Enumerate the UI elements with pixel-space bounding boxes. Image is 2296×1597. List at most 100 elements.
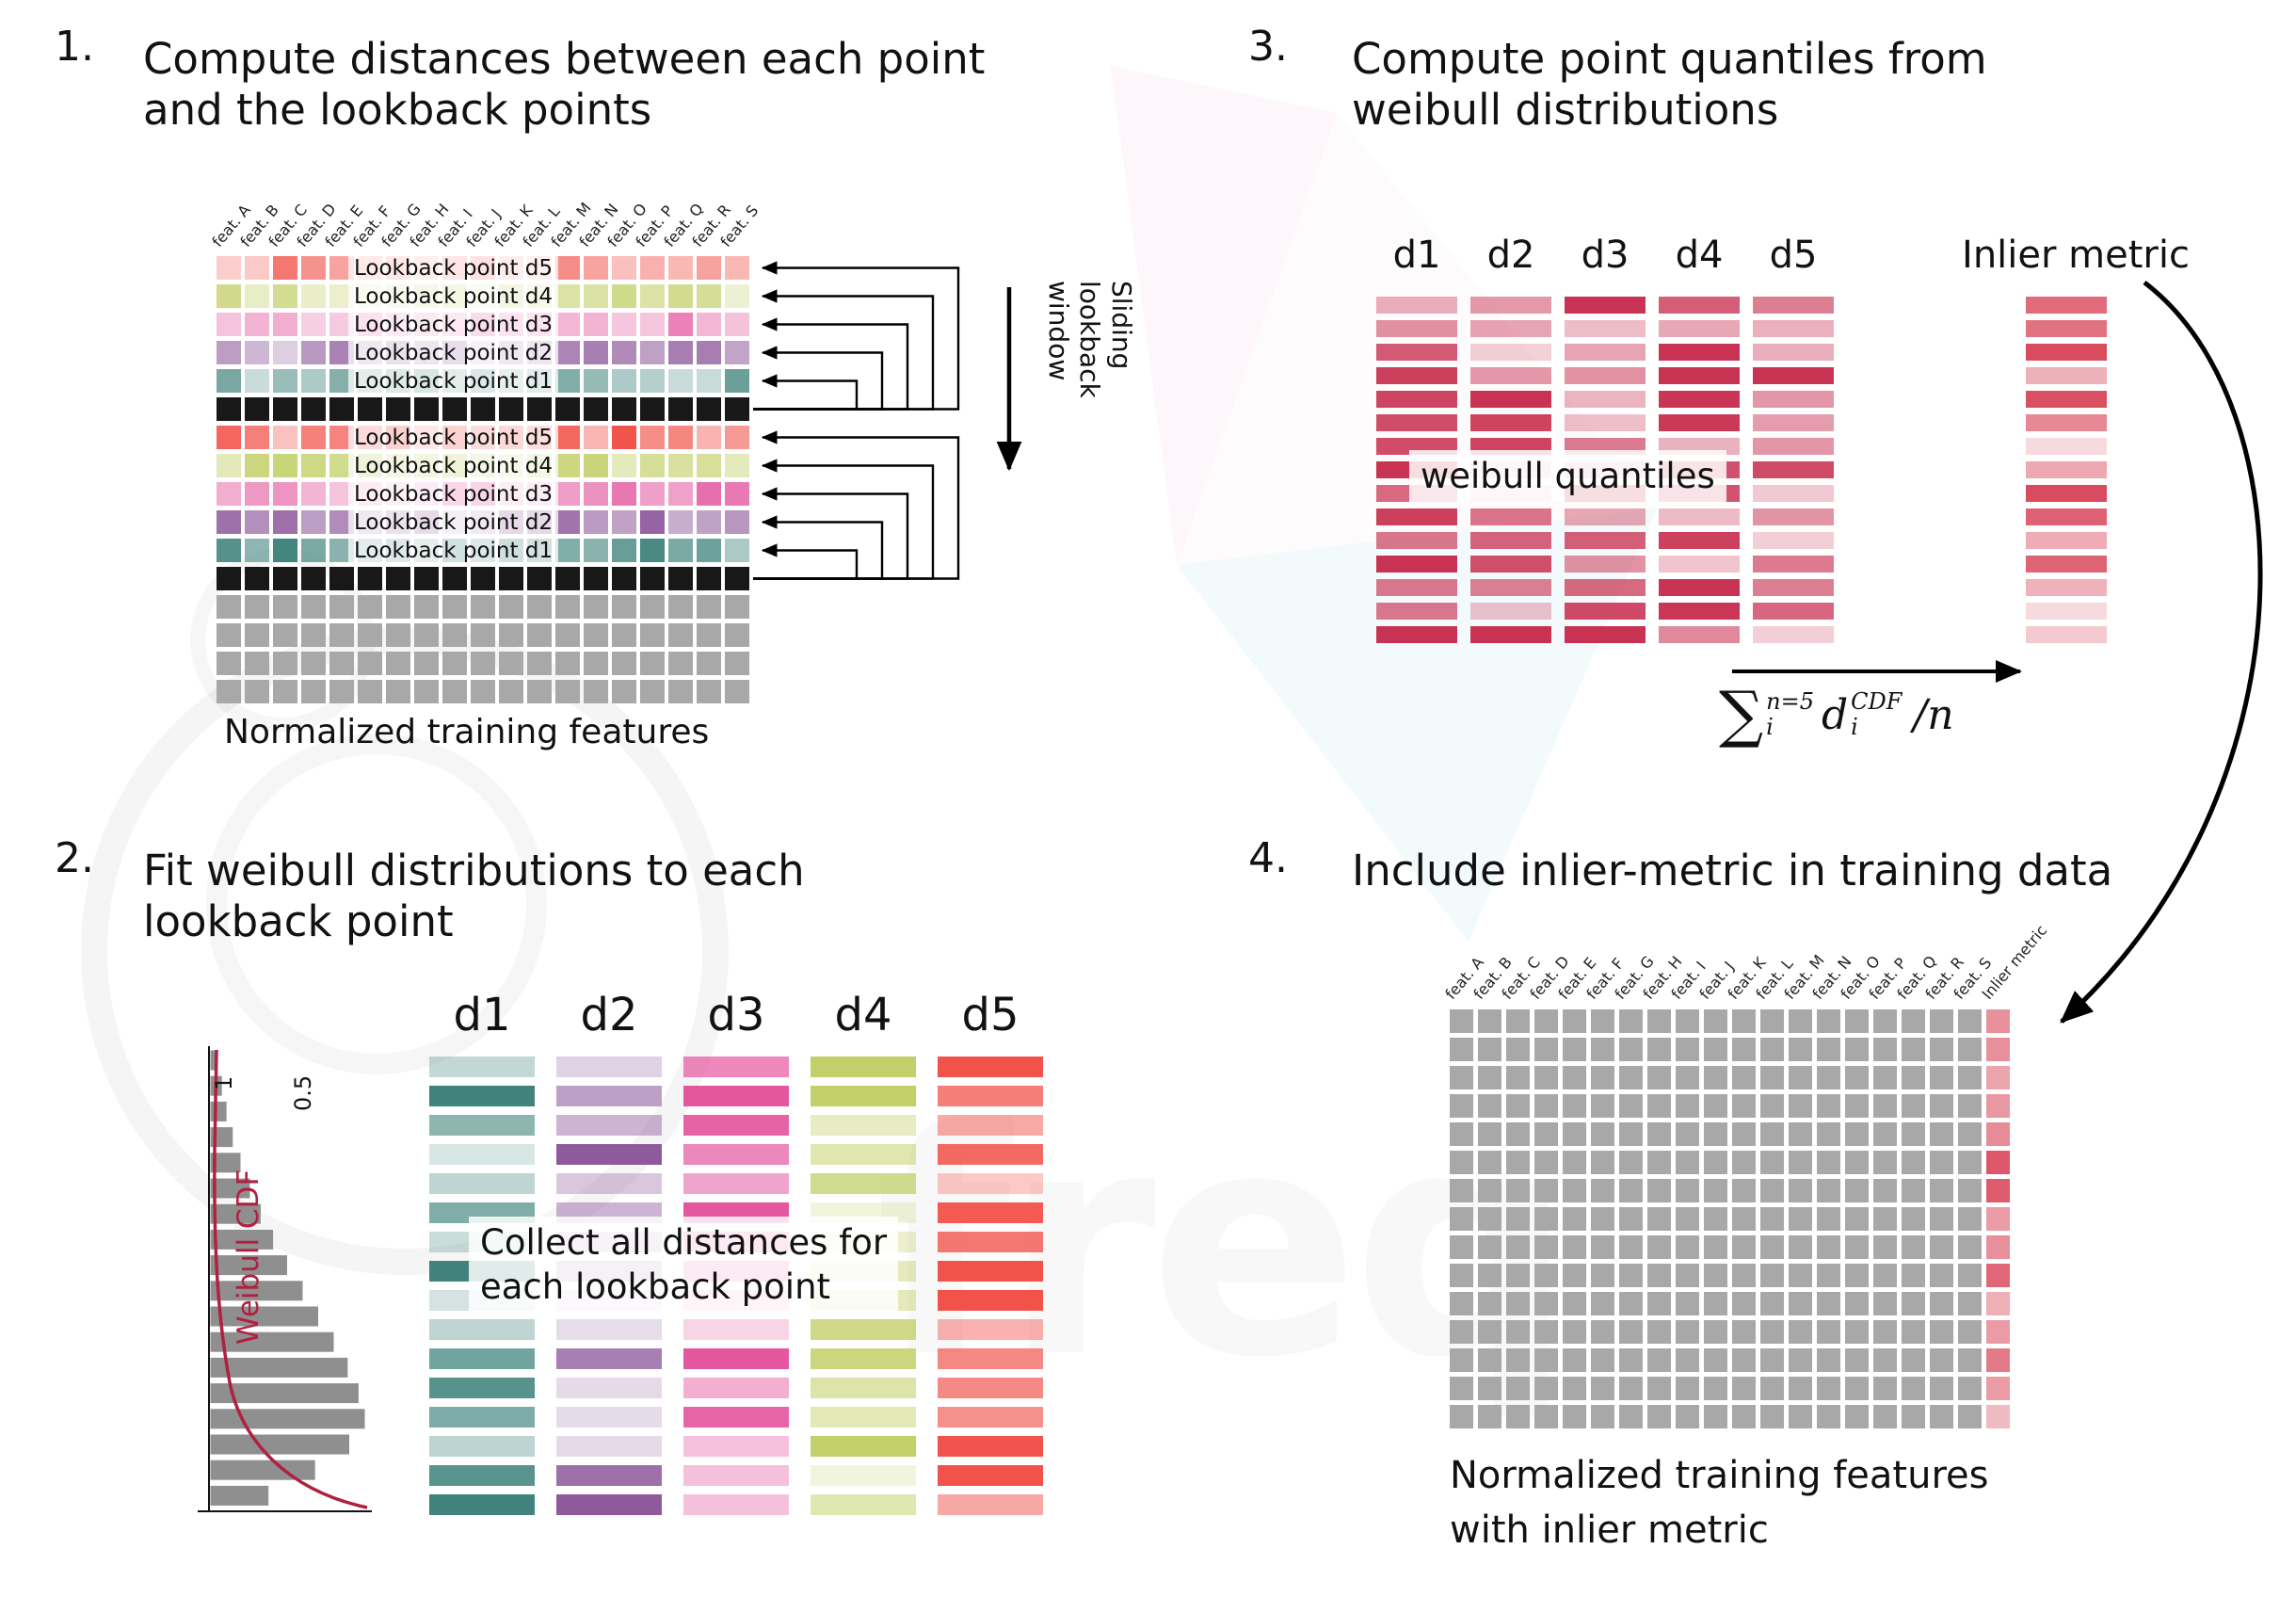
distance-bar bbox=[429, 1436, 535, 1457]
matrix-cell bbox=[386, 623, 410, 647]
matrix-cell bbox=[668, 454, 693, 477]
distance-bar bbox=[1470, 344, 1551, 361]
grid-cell bbox=[1506, 1348, 1530, 1372]
grid-cell bbox=[1506, 1094, 1530, 1118]
grid-cell bbox=[1789, 1179, 1812, 1202]
matrix-cell bbox=[697, 567, 721, 590]
matrix-cell bbox=[725, 510, 749, 534]
distance-bar bbox=[938, 1465, 1043, 1486]
lookback-distances-column bbox=[683, 1057, 789, 1524]
matrix-cell bbox=[329, 567, 354, 590]
grid-cell bbox=[1873, 1292, 1897, 1315]
inlier-cell bbox=[1986, 1207, 2010, 1231]
distance-bar bbox=[1376, 344, 1457, 361]
grid-cell bbox=[1732, 1405, 1756, 1428]
matrix-cell bbox=[612, 539, 636, 562]
grid-cell bbox=[1506, 1122, 1530, 1146]
grid-cell bbox=[1732, 1235, 1756, 1259]
matrix-cell bbox=[668, 256, 693, 280]
column-label: d5 bbox=[1769, 234, 1818, 277]
distance-bar bbox=[938, 1232, 1043, 1252]
matrix-cell bbox=[386, 397, 410, 421]
grid-cell bbox=[1676, 1151, 1699, 1174]
matrix-cell bbox=[725, 397, 749, 421]
step3-title: Compute point quantiles from weibull dis… bbox=[1352, 34, 1987, 135]
grid-cell bbox=[1450, 1264, 1473, 1287]
grid-cell bbox=[1647, 1179, 1671, 1202]
grid-cell bbox=[1676, 1377, 1699, 1400]
distance-bar bbox=[1753, 391, 1834, 408]
grid-cell bbox=[1732, 1179, 1756, 1202]
matrix-cell bbox=[217, 341, 241, 364]
matrix-cell bbox=[640, 623, 665, 647]
grid-cell bbox=[1845, 1094, 1869, 1118]
grid-row bbox=[1450, 1122, 2010, 1146]
matrix-cell bbox=[442, 680, 467, 703]
grid-cell bbox=[1817, 1405, 1840, 1428]
matrix-cell bbox=[329, 680, 354, 703]
matrix-cell bbox=[697, 510, 721, 534]
grid-cell bbox=[1930, 1405, 1953, 1428]
grid-cell bbox=[1760, 1235, 1784, 1259]
matrix-cell bbox=[301, 510, 326, 534]
matrix-cell bbox=[358, 397, 382, 421]
grid-cell bbox=[1478, 1151, 1501, 1174]
grid-cell bbox=[1619, 1122, 1643, 1146]
grid-cell bbox=[1845, 1348, 1869, 1372]
grid-cell bbox=[1845, 1292, 1869, 1315]
matrix-cell bbox=[697, 284, 721, 308]
grid-cell bbox=[1704, 1009, 1727, 1033]
matrix-cell bbox=[245, 567, 269, 590]
grid-cell bbox=[1647, 1292, 1671, 1315]
matrix-cell bbox=[273, 595, 297, 619]
grid-cell bbox=[1563, 1179, 1586, 1202]
grid-cell bbox=[1450, 1066, 1473, 1089]
distance-bar bbox=[683, 1348, 789, 1369]
matrix-cell bbox=[725, 341, 749, 364]
grid-cell bbox=[1450, 1348, 1473, 1372]
column-label: d3 bbox=[707, 989, 765, 1041]
grid-cell bbox=[1732, 1320, 1756, 1344]
distance-bar bbox=[683, 1144, 789, 1165]
column-label: d4 bbox=[1675, 234, 1724, 277]
matrix-cell bbox=[414, 652, 439, 675]
grid-cell bbox=[1930, 1207, 1953, 1231]
matrix-cell bbox=[725, 426, 749, 449]
distance-bar bbox=[1470, 297, 1551, 314]
grid-cell bbox=[1676, 1122, 1699, 1146]
grid-cell bbox=[1902, 1207, 1925, 1231]
matrix-cell bbox=[273, 284, 297, 308]
grid-cell bbox=[1450, 1207, 1473, 1231]
matrix-cell bbox=[386, 595, 410, 619]
matrix-cell bbox=[245, 510, 269, 534]
grid-cell bbox=[1534, 1264, 1558, 1287]
grid-cell bbox=[1647, 1066, 1671, 1089]
distance-bar bbox=[556, 1115, 662, 1136]
matrix-cell bbox=[640, 652, 665, 675]
matrix-cell bbox=[584, 539, 608, 562]
matrix-cell bbox=[612, 510, 636, 534]
grid-cell bbox=[1450, 1038, 1473, 1061]
matrix-cell bbox=[217, 313, 241, 336]
grid-cell bbox=[1873, 1009, 1897, 1033]
grid-cell bbox=[1902, 1405, 1925, 1428]
grid-cell bbox=[1845, 1122, 1869, 1146]
step4-caption: Normalized training features with inlier… bbox=[1450, 1448, 1988, 1557]
matrix-cell bbox=[640, 539, 665, 562]
matrix-cell bbox=[499, 623, 523, 647]
grid-cell bbox=[1732, 1151, 1756, 1174]
grid-cell bbox=[1873, 1348, 1897, 1372]
grid-cell bbox=[1930, 1264, 1953, 1287]
grid-cell bbox=[1506, 1151, 1530, 1174]
distance-bar bbox=[938, 1261, 1043, 1282]
matrix-row bbox=[217, 652, 749, 675]
grid-cell bbox=[1450, 1179, 1473, 1202]
grid-cell bbox=[1478, 1179, 1501, 1202]
grid-cell bbox=[1789, 1405, 1812, 1428]
step1-caption: Normalized training features bbox=[224, 713, 710, 751]
matrix-cell bbox=[640, 313, 665, 336]
grid-cell bbox=[1873, 1179, 1897, 1202]
step4-title: Include inlier-metric in training data bbox=[1352, 846, 2113, 895]
matrix-cell bbox=[697, 623, 721, 647]
grid-cell bbox=[1506, 1066, 1530, 1089]
